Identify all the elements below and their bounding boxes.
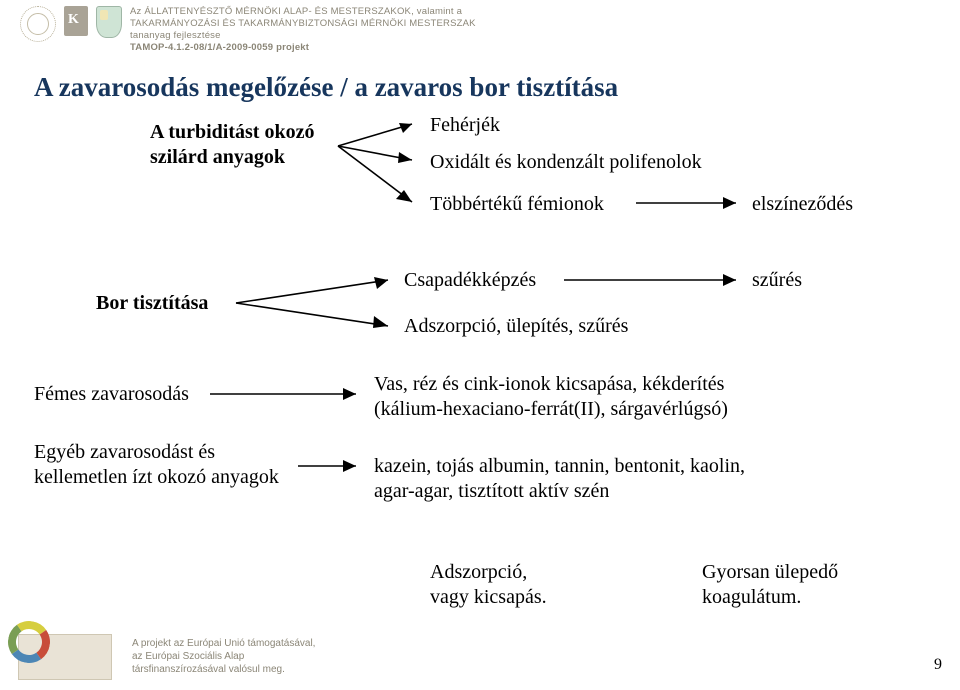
arrow xyxy=(338,123,412,146)
arrow xyxy=(236,303,388,328)
arrow xyxy=(236,277,388,303)
arrow xyxy=(298,460,356,472)
arrow xyxy=(564,274,736,286)
arrow xyxy=(636,197,736,209)
arrows-layer xyxy=(0,0,960,690)
arrow xyxy=(210,388,356,400)
